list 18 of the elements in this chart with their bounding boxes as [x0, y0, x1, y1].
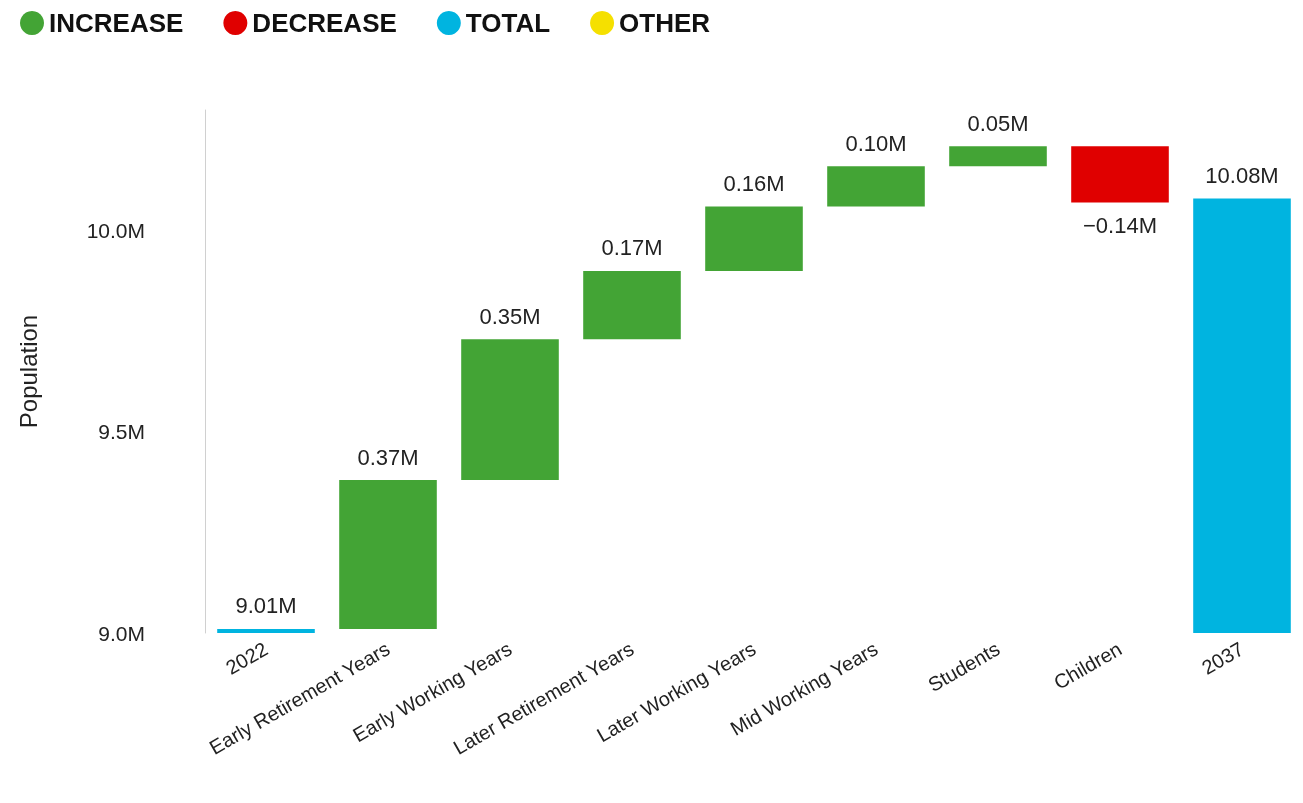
y-axis-title: Population — [14, 314, 42, 429]
data-label: 10.08M — [1205, 163, 1279, 189]
x-tick-label: 2037 — [1197, 637, 1248, 679]
legend-label: DECREASE — [252, 8, 397, 38]
data-label: 0.17M — [601, 235, 663, 261]
data-label: 0.37M — [357, 444, 419, 470]
data-label: −0.14M — [1083, 213, 1157, 239]
data-label: 0.35M — [479, 303, 541, 329]
data-label: 0.10M — [845, 130, 907, 156]
data-label: 9.01M — [235, 593, 297, 619]
data-label: 0.05M — [967, 110, 1029, 136]
y-tick-label: 9.0M — [98, 621, 145, 645]
legend-label: TOTAL — [465, 8, 551, 38]
legend-label: OTHER — [619, 8, 711, 38]
data-label: 0.16M — [723, 171, 785, 197]
legend-label: INCREASE — [49, 8, 184, 38]
y-tick-label: 9.5M — [98, 420, 145, 444]
y-tick-label: 10.0M — [86, 219, 145, 243]
